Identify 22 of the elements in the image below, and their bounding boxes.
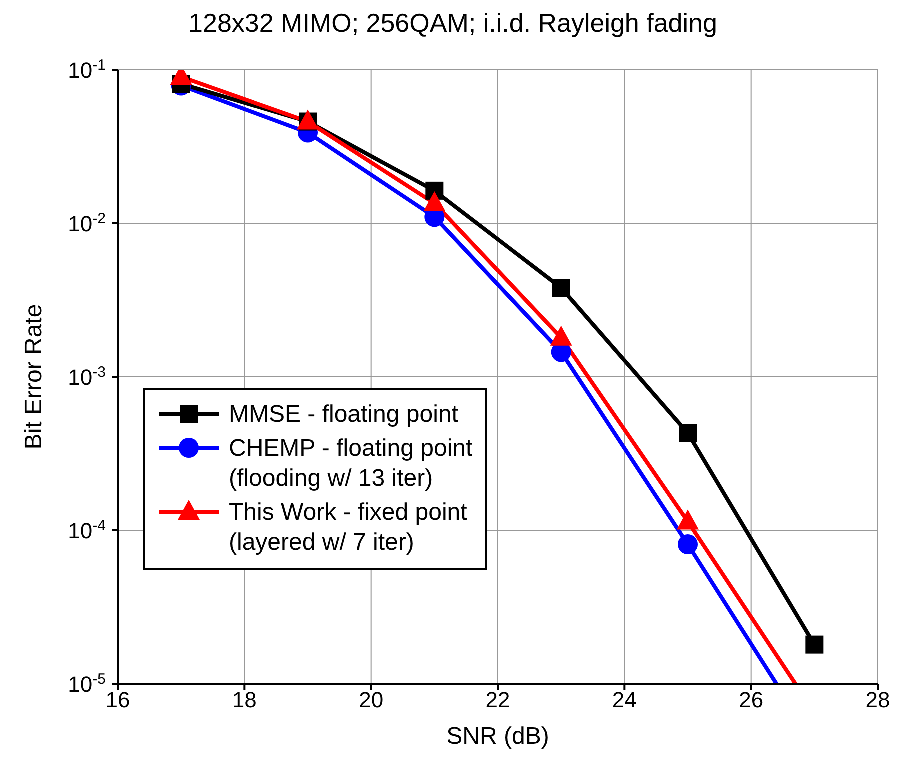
x-tick-label: 28 [866,688,890,713]
x-tick-label: 24 [612,688,637,713]
x-tick-label: 18 [232,688,257,713]
x-tick-label: 26 [739,688,764,713]
x-tick-label: 22 [486,688,510,713]
point [806,636,824,654]
y-tick-label: 10$^{-2}$ [68,210,106,236]
y-tick-label: 10$^{-3}$ [68,364,106,390]
y-tick-label: 10$^{-5}$ [68,670,106,697]
legend-label: CHEMP - floating point (flooding w/ 13 iter) [229,434,473,494]
x-tick-label: 20 [359,688,384,713]
point [678,534,698,555]
point [552,279,570,298]
y-tick-label: 10$^{-4}$ [68,517,106,544]
legend-label: MMSE - floating point [229,400,458,430]
chart-title: 128x32 MIMO; 256QAM; i.i.d. Rayleigh fading [188,8,718,40]
x-axis-title: SNR (dB) [446,723,550,750]
legend-label: This Work - fixed point (layered w/ 7 iter) [229,498,468,558]
y-tick-label: 10$^{-1}$ [68,56,106,83]
x-tick-label: 16 [106,688,130,713]
y-axis-title: Bit Error Rate [20,304,48,450]
point [679,424,697,442]
